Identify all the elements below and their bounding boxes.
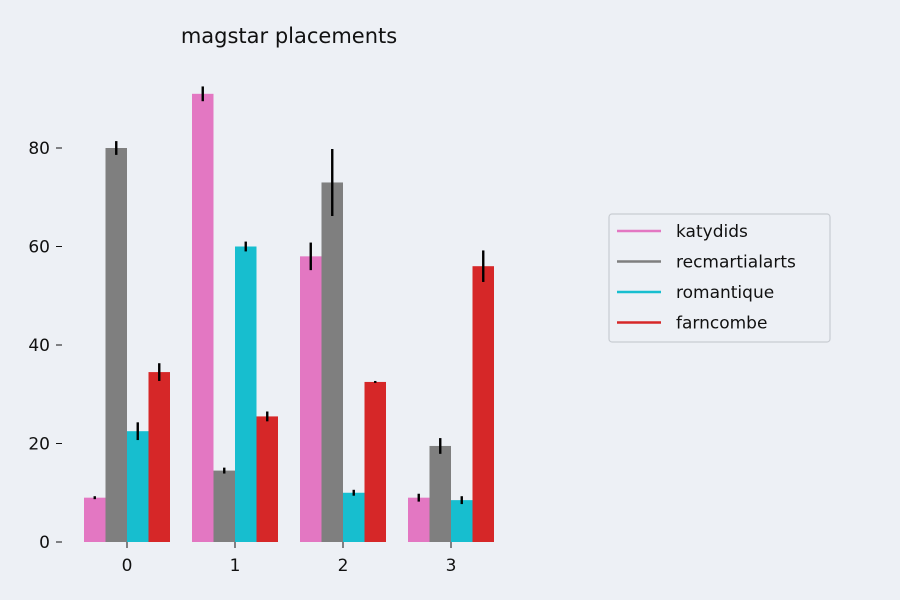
x-tick-label: 2 xyxy=(338,556,349,576)
bar-romantique-1 xyxy=(235,246,257,542)
bar-romantique-0 xyxy=(127,431,149,542)
legend-label-farncombe: farncombe xyxy=(676,314,767,334)
y-tick-label: 80 xyxy=(28,139,50,159)
chart-title: magstar placements xyxy=(181,24,397,48)
legend-label-katydids: katydids xyxy=(676,222,748,242)
x-tick-label: 3 xyxy=(446,556,457,576)
y-tick-label: 40 xyxy=(28,336,50,356)
x-tick-label: 0 xyxy=(122,556,133,576)
bar-recmartialarts-0 xyxy=(105,148,127,542)
bar-series-group xyxy=(84,86,494,542)
y-tick-label: 60 xyxy=(28,238,50,258)
bar-katydids-3 xyxy=(408,497,430,542)
bar-recmartialarts-1 xyxy=(213,470,235,542)
bar-recmartialarts-2 xyxy=(321,182,343,542)
y-tick-label: 20 xyxy=(28,435,50,455)
bar-romantique-3 xyxy=(451,500,473,542)
legend: katydids recmartialarts romantique farncomb… xyxy=(608,213,831,343)
bar-farncombe-1 xyxy=(256,416,278,542)
bar-recmartialarts-3 xyxy=(429,445,451,542)
bar-farncombe-2 xyxy=(364,381,386,542)
bar-katydids-2 xyxy=(300,256,322,542)
legend-label-recmartialarts: recmartialarts xyxy=(676,253,796,273)
x-tick-label: 1 xyxy=(230,556,241,576)
bar-romantique-2 xyxy=(343,492,365,542)
x-axis: 0 1 2 3 xyxy=(122,542,457,576)
legend-frame xyxy=(608,213,831,343)
bar-farncombe-3 xyxy=(472,266,494,542)
bar-katydids-1 xyxy=(192,93,214,542)
y-tick-label: 0 xyxy=(39,533,50,553)
bar-katydids-0 xyxy=(84,497,106,542)
legend-label-romantique: romantique xyxy=(676,283,774,303)
bar-farncombe-0 xyxy=(148,372,170,542)
y-axis: 0 20 40 60 80 xyxy=(28,139,62,553)
